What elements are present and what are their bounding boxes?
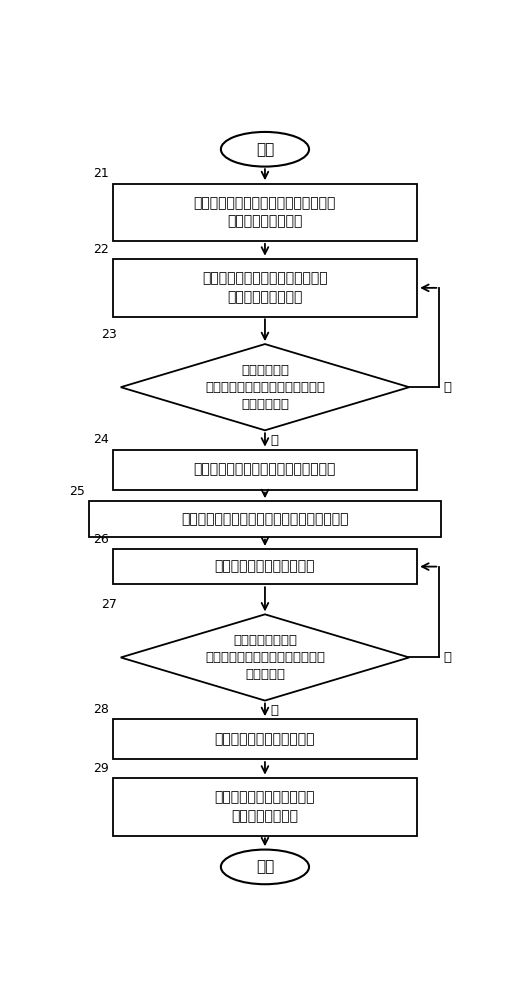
Text: 22: 22 xyxy=(93,243,109,256)
FancyBboxPatch shape xyxy=(113,719,417,759)
Text: 是: 是 xyxy=(270,704,278,717)
Text: 27: 27 xyxy=(101,598,117,611)
Text: 是: 是 xyxy=(443,381,451,394)
Text: 设定待测试机台上通用输入输出端口的
预设时间和录制时间: 设定待测试机台上通用输入输出端口的 预设时间和录制时间 xyxy=(194,196,336,229)
Text: 第一控制单元控制逻辑分析仪开启并开始录制: 第一控制单元控制逻辑分析仪开启并开始录制 xyxy=(181,512,348,526)
Text: 第二控制单元发送闭合信号: 第二控制单元发送闭合信号 xyxy=(215,732,315,746)
Text: 21: 21 xyxy=(93,167,109,180)
Text: 第二控制单元
判断输出讯号的维持时间与预设时
间是否一致？: 第二控制单元 判断输出讯号的维持时间与预设时 间是否一致？ xyxy=(205,364,325,411)
Text: 第二控制单元接收通用输入输出端
口的输出讯号并计时: 第二控制单元接收通用输入输出端 口的输出讯号并计时 xyxy=(202,272,328,304)
Text: 第二控制单元发送开启信号并开始计时: 第二控制单元发送开启信号并开始计时 xyxy=(194,463,336,477)
FancyBboxPatch shape xyxy=(113,259,417,317)
Text: 23: 23 xyxy=(101,328,117,341)
FancyBboxPatch shape xyxy=(113,778,417,836)
Polygon shape xyxy=(121,614,409,701)
Text: 29: 29 xyxy=(93,762,109,775)
FancyBboxPatch shape xyxy=(113,549,417,584)
Text: 第二控制单元判断
发送开启信号并开始计时是否到达
录制时间？: 第二控制单元判断 发送开启信号并开始计时是否到达 录制时间？ xyxy=(205,634,325,681)
Polygon shape xyxy=(121,344,409,430)
Ellipse shape xyxy=(221,132,309,167)
Text: 结束: 结束 xyxy=(256,859,274,874)
Text: 26: 26 xyxy=(93,533,109,546)
FancyBboxPatch shape xyxy=(113,450,417,490)
Ellipse shape xyxy=(221,850,309,884)
Text: 24: 24 xyxy=(93,433,109,446)
Text: 25: 25 xyxy=(69,485,85,498)
FancyBboxPatch shape xyxy=(113,184,417,241)
FancyBboxPatch shape xyxy=(89,501,442,537)
Text: 第一控制单元控制逻辑分析
仪闭合并停止录制: 第一控制单元控制逻辑分析 仪闭合并停止录制 xyxy=(215,791,315,823)
Text: 28: 28 xyxy=(93,703,109,716)
Text: 否: 否 xyxy=(443,651,451,664)
Text: 开始: 开始 xyxy=(256,142,274,157)
Text: 否: 否 xyxy=(270,434,278,447)
Text: 第二控制单元调用录制时间: 第二控制单元调用录制时间 xyxy=(215,560,315,574)
